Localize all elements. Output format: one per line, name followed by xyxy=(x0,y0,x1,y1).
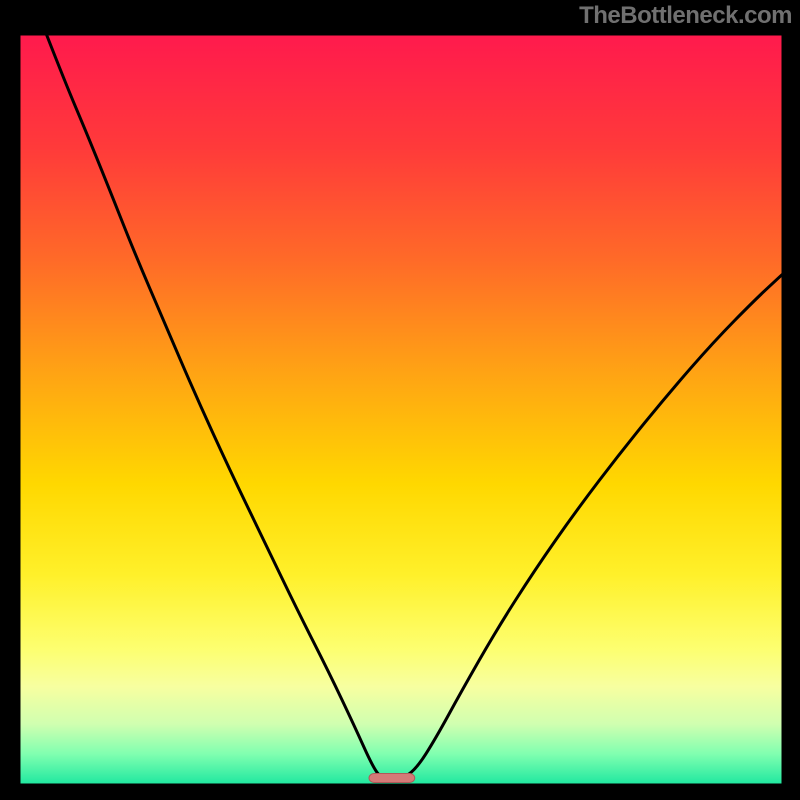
minimum-marker xyxy=(369,774,415,783)
bottleneck-chart: TheBottleneck.com xyxy=(0,0,800,800)
plot-background xyxy=(20,35,782,784)
chart-svg xyxy=(0,0,800,800)
watermark-label: TheBottleneck.com xyxy=(579,2,792,30)
